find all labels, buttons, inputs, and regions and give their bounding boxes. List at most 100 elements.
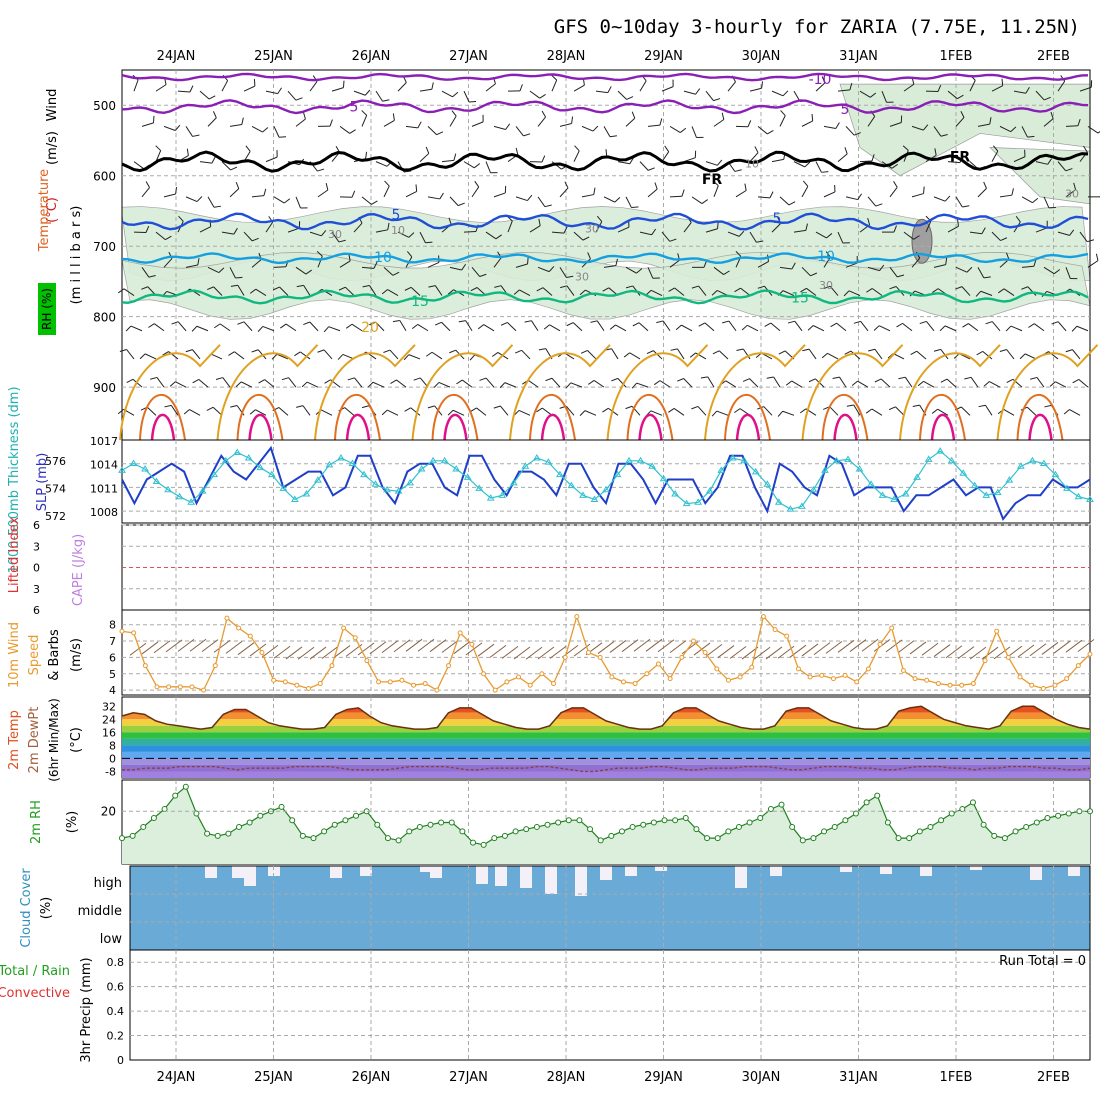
wind-speed-point (644, 671, 650, 677)
isotherm-20 (119, 344, 221, 441)
wind-barb (196, 325, 209, 332)
wind-speed-point (854, 679, 860, 685)
isotherm-30 (638, 413, 663, 441)
wind-barb-feather (588, 380, 595, 385)
wind-barb (229, 267, 236, 279)
rh-area (122, 786, 1090, 864)
wind-barb-feather (596, 215, 603, 222)
thickness-point (1028, 456, 1037, 464)
wind-speed-point (947, 682, 953, 688)
rh-point (799, 837, 806, 844)
panel-frame (121, 609, 1091, 696)
thickness-point (406, 478, 414, 486)
thickness-point (360, 470, 368, 478)
wind-barb (1057, 321, 1067, 332)
temperature-color-band (122, 758, 1090, 765)
wind-barb-feather (381, 409, 388, 416)
wind-barb (449, 266, 462, 271)
date-label-bottom: 25JAN (254, 1070, 293, 1085)
wind-barb-10m (477, 643, 495, 657)
wind-barb-feather (141, 286, 149, 290)
wind-barb-feather (1050, 111, 1054, 119)
wind-barb (707, 376, 715, 388)
wind-barb (485, 161, 491, 173)
wind-barb-feather (651, 228, 657, 236)
wind-barb-feather (196, 196, 203, 202)
wind-barb-feather (321, 230, 327, 237)
wind-barb-feather (551, 74, 558, 81)
thickness-point (440, 456, 449, 464)
wind-barb (504, 382, 517, 388)
wind-barb-feather (541, 155, 546, 163)
thickness-point (1016, 462, 1025, 469)
wind-barb-10m (417, 638, 435, 652)
wind-barb (801, 120, 813, 127)
wind-barb-feather (473, 163, 481, 169)
thickness-point (394, 487, 403, 494)
wind-barb-feather (174, 124, 181, 131)
thickness-point (544, 458, 553, 465)
wind-barb-feather (593, 187, 596, 195)
isotherm-25 (236, 393, 284, 441)
wind-barb-feather (178, 215, 184, 222)
wind-barb (947, 225, 959, 233)
wind-barb (144, 353, 157, 360)
wind-speed-point (597, 654, 603, 660)
isotherm-20 (216, 344, 319, 441)
wind-barb (659, 380, 671, 388)
wind-barb-feather (281, 377, 289, 381)
wind-speed-point (189, 684, 195, 690)
date-label-top: 1FEB (940, 49, 973, 64)
wind-barb (221, 80, 229, 92)
wind-barb (587, 350, 597, 360)
thickness-tick: 574 (45, 482, 66, 495)
pressure-tick: 700 (93, 240, 116, 254)
wind-barb-feather (677, 378, 684, 382)
wind-barb-feather (754, 146, 759, 153)
wind-barb (625, 117, 636, 127)
wind-barb-feather (447, 289, 454, 295)
wind-barb-feather (629, 157, 634, 164)
thickness-point (567, 481, 576, 489)
wind-barb-feather (436, 131, 444, 136)
wind-barb (461, 379, 473, 388)
wind-barb-feather (384, 180, 390, 187)
wind10m-axis-label: 10m Wind (7, 622, 22, 688)
wind-barb-feather (1049, 381, 1056, 387)
wind-barb-10m (957, 646, 975, 660)
date-label-bottom: 31JAN (839, 1070, 878, 1085)
date-axis-bottom: 24JAN 25JAN 26JAN 27JAN 28JAN 29JAN 30JAN 31JAN… (157, 1070, 1070, 1085)
precip-tick: 0.4 (107, 1005, 125, 1018)
wind-barb-feather (625, 405, 633, 410)
wind-speed-point (166, 684, 172, 690)
rh-contour-label: 30 (1065, 187, 1079, 200)
cloud-gap (575, 866, 587, 896)
wind-barb-10m (441, 640, 459, 653)
wind-barb-feather (830, 322, 837, 328)
wind-barb-feather (1095, 253, 1099, 261)
wind-barb-10m (429, 639, 447, 653)
wind-barb-feather (543, 324, 550, 330)
thickness-point (325, 460, 334, 468)
rh-point (661, 817, 668, 824)
wind-barb-feather (631, 382, 638, 389)
wind-speed-point (912, 676, 918, 682)
wind-barb-feather (590, 320, 598, 323)
thickness-point (636, 456, 645, 464)
wind-barb (735, 190, 747, 198)
wind-speed-point (586, 650, 592, 655)
wind-barb-feather (646, 350, 654, 355)
wind-barb (977, 188, 987, 198)
precip-tick: 0.2 (107, 1030, 125, 1043)
wind-barb-feather (186, 148, 189, 156)
wind-speed-point (795, 666, 801, 672)
wind-barb-10m (885, 639, 903, 653)
wind-barb (288, 377, 297, 388)
wind-barb-feather (811, 113, 814, 121)
thickness-point (486, 494, 495, 501)
freezing-level-line (121, 150, 1089, 173)
wind-barb-10m (501, 645, 519, 659)
wind-barb (691, 196, 703, 204)
wind-barb (697, 406, 707, 416)
